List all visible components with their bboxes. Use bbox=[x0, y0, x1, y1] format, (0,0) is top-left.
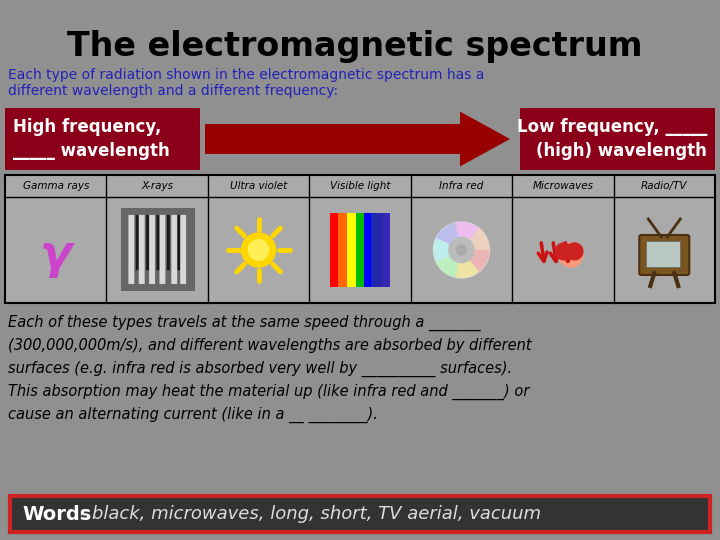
Circle shape bbox=[559, 243, 583, 267]
Bar bbox=[347, 213, 356, 287]
Bar bbox=[10, 496, 710, 532]
Bar bbox=[5, 108, 200, 170]
Text: Microwaves: Microwaves bbox=[532, 181, 593, 191]
Text: Each of these types travels at the same speed through a _______: Each of these types travels at the same … bbox=[8, 315, 481, 331]
Text: High frequency,
_____ wavelength: High frequency, _____ wavelength bbox=[13, 118, 170, 160]
Bar bbox=[330, 213, 338, 287]
Text: Words: Words bbox=[22, 504, 91, 523]
Bar bbox=[356, 213, 364, 287]
Circle shape bbox=[555, 243, 572, 260]
Circle shape bbox=[242, 233, 276, 267]
Text: Visible light: Visible light bbox=[330, 181, 390, 191]
Wedge shape bbox=[436, 222, 462, 250]
Circle shape bbox=[566, 243, 583, 260]
Bar bbox=[373, 213, 382, 287]
Text: - black, microwaves, long, short, TV aerial, vacuum: - black, microwaves, long, short, TV aer… bbox=[74, 505, 541, 523]
Text: Ultra violet: Ultra violet bbox=[230, 181, 287, 191]
Text: surfaces (e.g. infra red is absorbed very well by __________ surfaces).: surfaces (e.g. infra red is absorbed ver… bbox=[8, 361, 512, 377]
Wedge shape bbox=[455, 250, 479, 278]
Text: Gamma rays: Gamma rays bbox=[22, 181, 89, 191]
Bar bbox=[338, 213, 347, 287]
Text: The electromagnetic spectrum: The electromagnetic spectrum bbox=[67, 30, 643, 63]
Circle shape bbox=[456, 245, 467, 255]
Text: Low frequency, _____
(high) wavelength: Low frequency, _____ (high) wavelength bbox=[517, 118, 707, 160]
Bar bbox=[5, 175, 715, 303]
Bar bbox=[371, 213, 390, 287]
Text: Radio/TV: Radio/TV bbox=[641, 181, 688, 191]
Circle shape bbox=[248, 240, 269, 260]
Text: γ: γ bbox=[40, 233, 72, 278]
Text: cause an alternating current (like in a __ ________).: cause an alternating current (like in a … bbox=[8, 407, 378, 423]
FancyBboxPatch shape bbox=[639, 235, 689, 275]
Wedge shape bbox=[455, 222, 479, 250]
Wedge shape bbox=[462, 250, 490, 272]
Bar bbox=[520, 108, 715, 170]
Wedge shape bbox=[462, 228, 490, 250]
Wedge shape bbox=[436, 250, 462, 278]
Text: X-rays: X-rays bbox=[141, 181, 173, 191]
Bar bbox=[647, 241, 680, 267]
Bar bbox=[382, 213, 390, 287]
Text: Infra red: Infra red bbox=[439, 181, 484, 191]
Text: This absorption may heat the material up (like infra red and _______) or: This absorption may heat the material up… bbox=[8, 384, 529, 400]
FancyArrow shape bbox=[205, 111, 510, 166]
Text: Each type of radiation shown in the electromagnetic spectrum has a
different wav: Each type of radiation shown in the elec… bbox=[8, 68, 485, 98]
Circle shape bbox=[449, 238, 474, 262]
Bar bbox=[364, 213, 373, 287]
Text: (300,000,000m/s), and different wavelengths are absorbed by different: (300,000,000m/s), and different waveleng… bbox=[8, 338, 531, 353]
Wedge shape bbox=[433, 238, 462, 262]
Circle shape bbox=[433, 222, 490, 278]
